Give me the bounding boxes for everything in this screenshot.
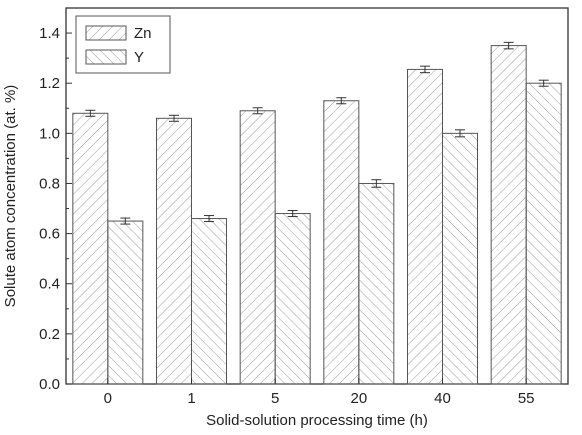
bar-zn-20 <box>323 100 360 385</box>
x-tick-label: 5 <box>271 390 279 407</box>
error-bar-zn-5 <box>252 107 263 115</box>
error-bar-zn-55 <box>503 41 514 50</box>
bar-y-20 <box>358 182 395 385</box>
bar-y-55 <box>525 82 562 385</box>
legend-swatch-zn <box>85 25 127 41</box>
y-axis: 0.0 0.2 0.4 0.6 0.8 1.0 1.2 1.4 <box>39 7 72 393</box>
x-tick-label: 0 <box>104 390 112 407</box>
y-tick-label: 1.2 <box>39 75 60 92</box>
error-bar-y-40 <box>455 129 465 138</box>
legend-swatch-y <box>85 49 127 65</box>
x-tick-label: 55 <box>518 390 535 407</box>
x-tick-label: 40 <box>434 390 451 407</box>
x-tick-label: 20 <box>350 390 367 407</box>
x-axis-title: Solid-solution processing time (h) <box>206 412 428 429</box>
bar-zn-40 <box>407 68 443 385</box>
error-bar-y-55 <box>538 79 549 87</box>
error-bar-y-1 <box>204 215 214 223</box>
legend: Zn Y <box>75 15 171 74</box>
y-tick-label: 1.4 <box>39 25 60 42</box>
x-tick-label: 1 <box>187 390 195 407</box>
y-tick-label: 0.8 <box>39 175 60 192</box>
y-tick-label: 0.2 <box>39 326 60 343</box>
error-bar-zn-40 <box>420 65 430 74</box>
bar-zn-5 <box>239 110 276 385</box>
bar-y-0 <box>107 220 144 385</box>
error-bar-y-0 <box>120 217 131 225</box>
bar-y-40 <box>442 132 478 385</box>
x-axis: 0 1 5 20 40 55 <box>104 378 535 407</box>
bar-y-1 <box>191 218 227 385</box>
error-bar-y-20 <box>371 179 382 188</box>
bars-layer <box>72 41 562 385</box>
bar-zn-55 <box>490 45 527 385</box>
error-bar-y-5 <box>287 210 298 218</box>
y-axis-title: Solute atom concentration (at. %) <box>2 85 19 308</box>
y-tick-label: 0.0 <box>39 376 60 393</box>
bar-zn-1 <box>156 117 192 385</box>
error-bar-zn-1 <box>169 114 179 122</box>
plot-frame <box>65 7 569 385</box>
y-tick-label: 1.0 <box>39 125 60 142</box>
error-bar-zn-0 <box>85 109 96 117</box>
error-bar-zn-20 <box>336 97 347 105</box>
bar-zn-0 <box>72 112 109 385</box>
legend-label-zn: Zn <box>134 25 152 42</box>
y-tick-label: 0.4 <box>39 276 60 293</box>
legend-label-y: Y <box>134 49 144 66</box>
bar-y-5 <box>274 213 311 385</box>
y-tick-label: 0.6 <box>39 226 60 243</box>
